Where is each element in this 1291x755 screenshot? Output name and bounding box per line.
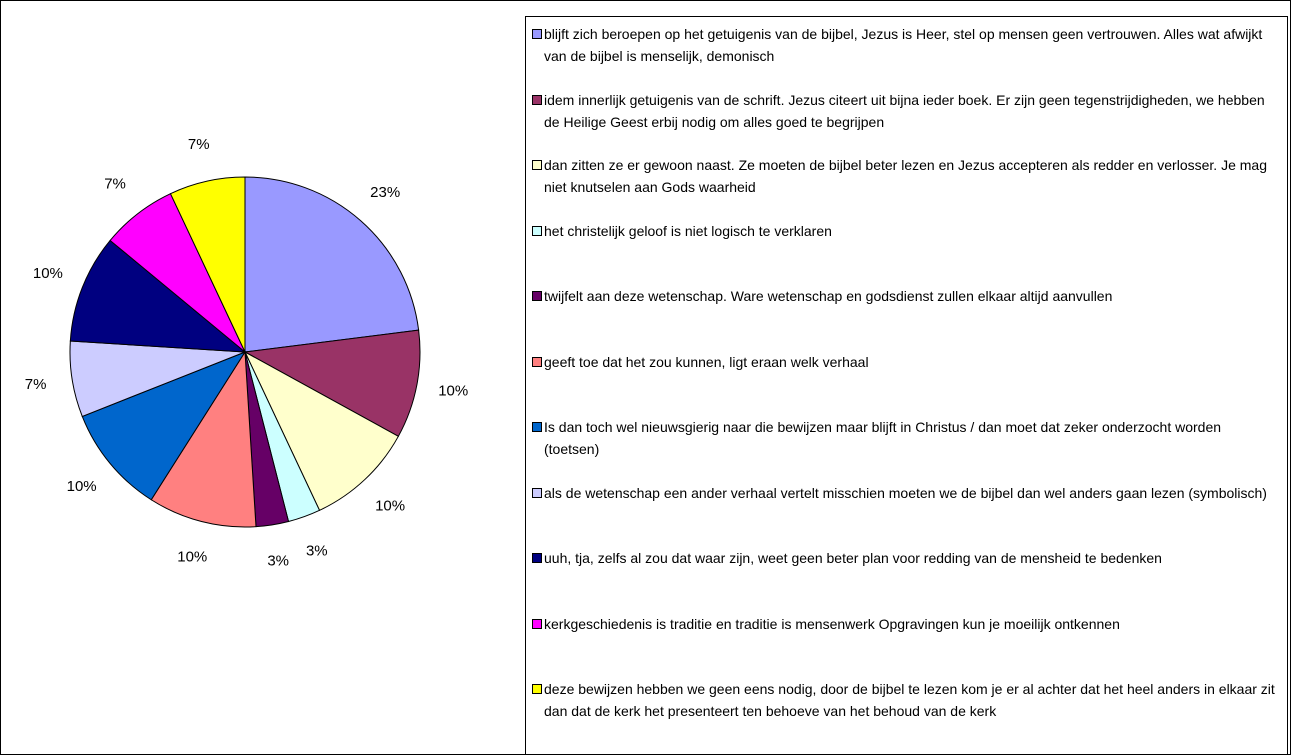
pie-slice xyxy=(244,176,420,353)
legend-swatch xyxy=(532,94,542,105)
legend-swatch xyxy=(532,553,542,563)
pie-slice xyxy=(150,350,257,528)
legend-swatch xyxy=(532,291,542,301)
legend-label: idem innerlijk getuigenis van de schrift… xyxy=(544,91,1265,130)
data-label: 10% xyxy=(67,478,97,495)
legend-entry: Is dan toch wel nieuwsgierig naar die be… xyxy=(532,416,1280,460)
legend-label: deze bewijzen hebben we geen eens nodig,… xyxy=(544,681,1275,719)
legend-label: het christelijk geloof is niet logisch t… xyxy=(544,222,832,239)
legend-label: dan zitten ze er gewoon naast. Ze moeten… xyxy=(544,157,1267,195)
data-label: 7% xyxy=(104,175,126,192)
legend-label: twijfelt aan deze wetenschap. Ware weten… xyxy=(544,288,1113,304)
legend-swatch xyxy=(532,225,542,236)
legend-swatch xyxy=(532,487,542,498)
data-label: 10% xyxy=(438,383,468,400)
legend-entry: kerkgeschiedenis is traditie en traditie… xyxy=(532,613,1280,635)
pie-slice xyxy=(243,350,400,512)
data-label: 3% xyxy=(306,542,328,559)
legend: blijft zich beroepen op het getuigenis v… xyxy=(525,16,1288,755)
legend-label: Is dan toch wel nieuwsgierig naar die be… xyxy=(544,419,1222,457)
pie-slice xyxy=(169,176,246,353)
legend-label: geeft toe dat het zou kunnen, ligt eraan… xyxy=(544,353,869,370)
legend-entry: idem innerlijk getuigenis van de schrift… xyxy=(532,89,1280,133)
pie-slice xyxy=(69,239,247,353)
legend-entry: blijft zich beroepen op het getuigenis v… xyxy=(532,23,1280,67)
legend-entry: deze bewijzen hebben we geen eens nodig,… xyxy=(532,678,1280,722)
legend-entry: twijfelt aan deze wetenschap. Ware weten… xyxy=(532,285,1280,307)
legend-swatch xyxy=(532,618,542,629)
pie-chart: 23% 10% 10% 3% 3% 10% 10% 7% 10% 7% 7% xyxy=(25,136,468,569)
legend-label: uuh, tja, zelfs al zou dat waar zijn, we… xyxy=(544,550,1162,566)
legend-label: blijft zich beroepen op het getuigenis v… xyxy=(544,26,1263,64)
legend-label: als de wetenschap een ander verhaal vert… xyxy=(544,484,1267,501)
pie-slice xyxy=(81,350,247,501)
legend-entry: als de wetenschap een ander verhaal vert… xyxy=(532,482,1280,504)
data-label: 7% xyxy=(25,376,47,393)
legend-entry: geeft toe dat het zou kunnen, ligt eraan… xyxy=(532,351,1280,373)
data-label: 3% xyxy=(267,552,289,569)
data-label: 23% xyxy=(370,184,400,201)
legend-entry: dan zitten ze er gewoon naast. Ze moeten… xyxy=(532,154,1280,198)
data-label: 10% xyxy=(375,498,405,515)
legend-label: kerkgeschiedenis is traditie en traditie… xyxy=(544,615,1120,632)
data-label: 10% xyxy=(177,548,207,565)
legend-swatch xyxy=(532,29,542,39)
legend-swatch xyxy=(532,160,542,170)
legend-entry: uuh, tja, zelfs al zou dat waar zijn, we… xyxy=(532,547,1280,569)
legend-entry: het christelijk geloof is niet logisch t… xyxy=(532,220,1280,242)
legend-swatch xyxy=(532,422,542,432)
legend-swatch xyxy=(532,684,542,694)
data-label: 10% xyxy=(33,265,63,282)
pie-slice xyxy=(243,329,421,437)
data-label: 7% xyxy=(188,136,210,153)
legend-swatch xyxy=(532,356,542,367)
